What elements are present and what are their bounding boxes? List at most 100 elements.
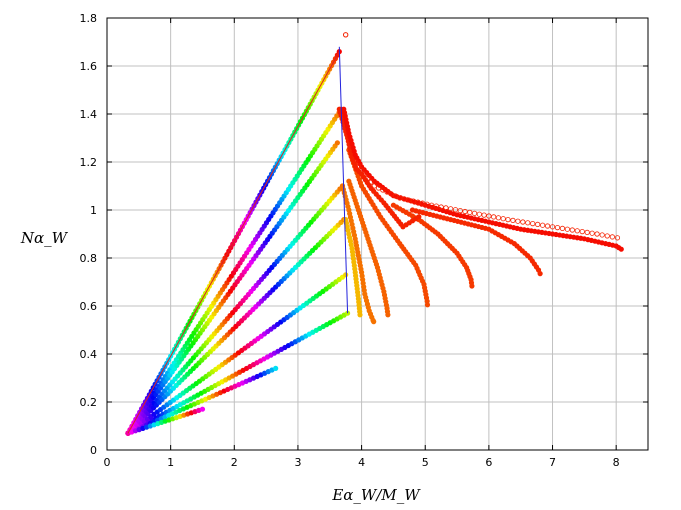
open-point <box>362 171 368 177</box>
branch-series <box>346 178 391 318</box>
open-point <box>584 229 590 235</box>
open-point <box>452 207 459 213</box>
open-point <box>467 209 473 215</box>
open-point <box>495 215 502 221</box>
open-point <box>448 206 454 212</box>
y-axis-label: Nα_W <box>20 229 69 247</box>
branch-series <box>339 183 377 325</box>
y-tick-label: 1.2 <box>80 156 98 169</box>
branch-point <box>357 312 363 318</box>
open-point <box>462 208 468 215</box>
plot-frame <box>106 17 649 451</box>
data-marks <box>125 32 624 436</box>
x-tick-label: 3 <box>294 456 301 469</box>
open-point <box>368 179 374 185</box>
open-point <box>540 222 546 228</box>
open-point <box>471 210 478 216</box>
y-tick-label: 0 <box>90 444 97 457</box>
envelope-line <box>127 51 340 434</box>
x-tick-label: 0 <box>104 456 111 469</box>
open-point <box>520 219 526 225</box>
open-point <box>481 212 487 218</box>
open-point <box>443 205 449 211</box>
ray-series <box>125 406 206 436</box>
open-point <box>515 218 521 224</box>
y-tick-label: 1.4 <box>80 108 98 121</box>
x-tick-label: 4 <box>358 456 365 469</box>
open-point <box>352 159 358 165</box>
open-point <box>564 226 570 232</box>
open-point <box>476 211 482 217</box>
open-point <box>358 167 365 173</box>
open-point <box>371 183 377 189</box>
ray-series <box>125 183 346 436</box>
open-point <box>392 193 399 199</box>
x-tick-label: 2 <box>231 456 238 469</box>
open-point <box>505 217 511 223</box>
ray-series <box>125 310 351 436</box>
open-point <box>438 204 444 210</box>
open-point <box>544 223 551 229</box>
open-point <box>355 163 362 169</box>
ray-point <box>343 272 349 278</box>
y-tick-label: 1.6 <box>80 60 98 73</box>
ray-series <box>125 272 349 436</box>
open-point <box>491 214 497 220</box>
x-tick-label: 1 <box>167 456 174 469</box>
y-tick-label: 1.8 <box>80 12 98 25</box>
branch-point <box>385 312 391 318</box>
open-point <box>614 235 621 241</box>
open-point <box>433 203 439 209</box>
ray-point <box>199 406 206 412</box>
ray-series <box>125 217 347 436</box>
branch-series <box>341 106 624 252</box>
branch-point <box>618 246 624 252</box>
open-point <box>599 232 605 238</box>
branch-point <box>371 319 377 325</box>
open-point <box>574 228 580 234</box>
open-point <box>342 32 349 38</box>
branch-point <box>416 214 422 220</box>
x-tick-label: 5 <box>422 456 429 469</box>
x-tick-label: 6 <box>485 456 492 469</box>
open-point <box>525 220 531 226</box>
open-point <box>457 208 463 214</box>
ray-point <box>273 365 279 371</box>
y-tick-label: 0.8 <box>80 252 98 265</box>
open-point <box>486 213 492 219</box>
branch-point <box>469 283 475 289</box>
open-point <box>604 233 610 239</box>
open-point <box>365 175 371 181</box>
open-point <box>609 234 615 240</box>
open-point <box>535 221 541 227</box>
branch-point <box>537 271 543 277</box>
open-point <box>559 225 566 231</box>
open-point <box>500 216 506 222</box>
open-point <box>579 229 585 235</box>
open-point <box>589 230 595 236</box>
open-point <box>375 185 382 191</box>
open-point <box>554 225 561 231</box>
open-point <box>594 231 600 237</box>
branch-series <box>409 207 543 277</box>
ray-point <box>334 140 341 146</box>
boundary-line <box>338 46 349 314</box>
branch-point <box>424 302 431 308</box>
open-point <box>380 187 386 193</box>
open-point <box>530 221 536 227</box>
x-axis-label: Eα_W/M_W <box>331 486 421 504</box>
y-tick-label: 0.4 <box>80 348 98 361</box>
ticks: 0 1 2 3 4 5 6 7 8 0 0.2 0.4 0.6 0.8 1 1.2 1.4 1.6 1.8 <box>80 12 648 469</box>
x-tick-label: 8 <box>613 456 620 469</box>
open-point <box>549 224 556 230</box>
y-tick-label: 0.6 <box>80 300 98 313</box>
open-point <box>388 191 394 197</box>
y-tick-label: 1 <box>90 204 97 217</box>
upper-open-series <box>342 32 621 241</box>
open-point <box>384 189 390 195</box>
x-tick-label: 7 <box>549 456 556 469</box>
open-point <box>510 217 516 223</box>
open-point <box>428 202 435 208</box>
ray-series <box>125 140 341 436</box>
